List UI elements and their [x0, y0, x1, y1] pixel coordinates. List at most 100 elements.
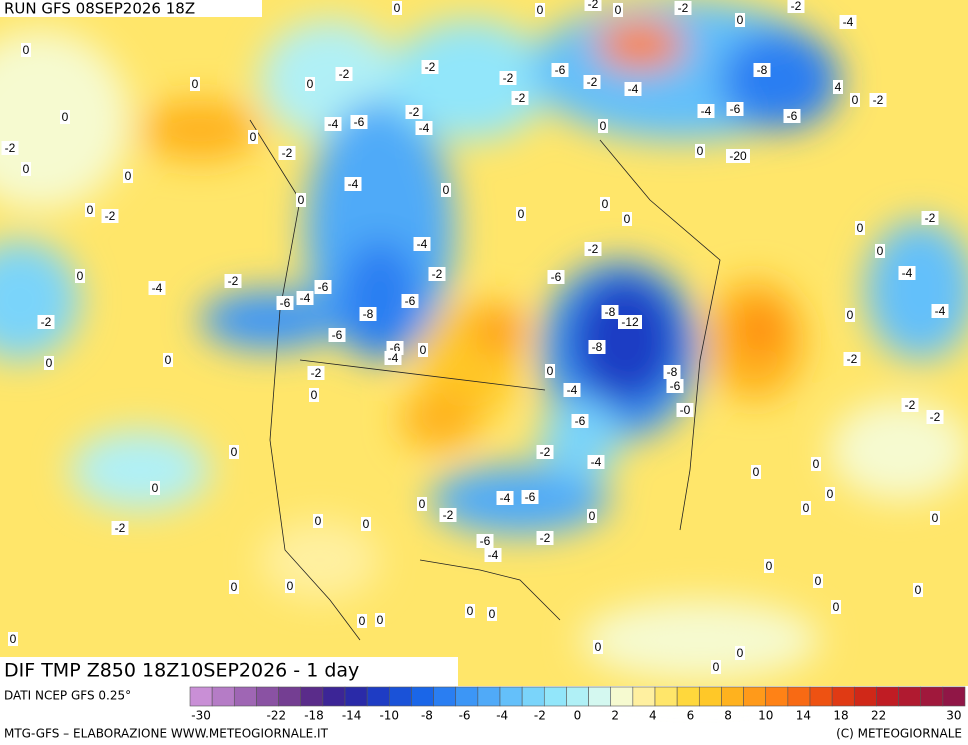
label-box [350, 115, 368, 129]
label-box [855, 221, 865, 235]
label-box [1, 141, 19, 155]
label-box [148, 281, 166, 295]
label-box [441, 183, 451, 197]
contour-label: -6 [525, 490, 536, 504]
label-box [476, 534, 494, 548]
label-box [276, 296, 294, 310]
colorbar-label: -10 [379, 709, 399, 723]
label-box [401, 294, 419, 308]
label-box [787, 0, 805, 13]
contour-label: -8 [605, 305, 616, 319]
contour-label: -4 [417, 237, 428, 251]
contour-label: 0 [547, 364, 554, 378]
contour-label: 0 [467, 604, 474, 618]
contour-label: 0 [815, 574, 822, 588]
label-box [875, 244, 885, 258]
colorbar-swatch [610, 686, 634, 707]
label-box [726, 102, 744, 116]
colorbar-swatch [455, 686, 479, 707]
label-box [618, 315, 642, 329]
label-box [305, 77, 315, 91]
contour-label: 4 [835, 80, 842, 94]
colorbar-swatch [366, 686, 390, 707]
label-box [309, 388, 319, 402]
contour-label: 0 [62, 110, 69, 124]
contour-label: -2 [228, 274, 239, 288]
colorbar-swatch [654, 686, 678, 707]
contour-label: -2 [588, 242, 599, 256]
colorbar-swatch [521, 686, 545, 707]
contour-label: 0 [833, 600, 840, 614]
label-box [521, 490, 539, 504]
contour-label: 0 [87, 203, 94, 217]
contour-label: -6 [730, 102, 741, 116]
label-box [229, 445, 239, 459]
contour-label: -4 [152, 281, 163, 295]
label-box [764, 559, 774, 573]
contour-label: 0 [602, 197, 609, 211]
label-box [624, 82, 642, 96]
contour-label: 0 [192, 77, 199, 91]
colorbar-swatch [477, 686, 501, 707]
label-box [587, 455, 605, 469]
label-box [622, 212, 632, 226]
contour-label: -6 [555, 63, 566, 77]
label-box [75, 269, 85, 283]
label-box [307, 366, 325, 380]
contour-label: 0 [857, 221, 864, 235]
label-box [418, 343, 428, 357]
label-box [783, 109, 801, 123]
contour-label: -6 [480, 534, 491, 548]
label-box [811, 457, 821, 471]
contour-label: 0 [250, 130, 257, 144]
contour-label: -8 [667, 365, 678, 379]
label-box [511, 91, 529, 105]
contour-label: -4 [419, 121, 430, 135]
contour-label: -4 [591, 455, 602, 469]
label-box [930, 511, 940, 525]
contour-label: -2 [678, 1, 689, 15]
label-box [839, 15, 857, 29]
contour-label: 0 [697, 144, 704, 158]
contour-label: 0 [932, 511, 939, 525]
contour-label: 0 [152, 481, 159, 495]
contour-label: -2 [41, 315, 52, 329]
contour-label: 0 [359, 614, 366, 628]
colorbar-swatch [543, 686, 567, 707]
label-box [413, 237, 431, 251]
contour-label: -4 [843, 15, 854, 29]
contour-label: 0 [287, 579, 294, 593]
label-box [833, 80, 843, 94]
label-box [584, 242, 602, 256]
label-box [44, 356, 54, 370]
contour-label: -2 [409, 105, 420, 119]
contour-label: 0 [307, 77, 314, 91]
colorbar-label: -18 [304, 709, 324, 723]
colorbar-swatch [809, 686, 833, 707]
label-box [666, 379, 684, 393]
colorbar-swatch [920, 686, 944, 707]
label-box [344, 177, 362, 191]
colorbar-label: 2 [611, 709, 619, 723]
label-box [931, 304, 949, 318]
label-box [921, 211, 939, 225]
colorbar-swatch [853, 686, 877, 707]
label-box [285, 579, 295, 593]
colorbar-swatch [411, 686, 434, 707]
label-box [545, 364, 555, 378]
label-box [751, 465, 761, 479]
colorbar-swatch [499, 686, 523, 707]
label-box [587, 509, 597, 523]
label-box [674, 1, 692, 15]
label-box [869, 93, 887, 107]
colorbar-label: 14 [796, 709, 811, 723]
label-box [328, 328, 346, 342]
label-box [613, 3, 623, 17]
label-box [101, 209, 119, 223]
contour-labels: 0 0 -2 0 -20-2-400 0-2 -2-2-6-2 -4-840 -2-200-4-… [1, 0, 949, 674]
map-field [0, 0, 968, 686]
contour-label: 0 [298, 193, 305, 207]
colorbar-swatch [876, 686, 899, 707]
label-box [248, 130, 258, 144]
contour-label: -2 [515, 91, 526, 105]
